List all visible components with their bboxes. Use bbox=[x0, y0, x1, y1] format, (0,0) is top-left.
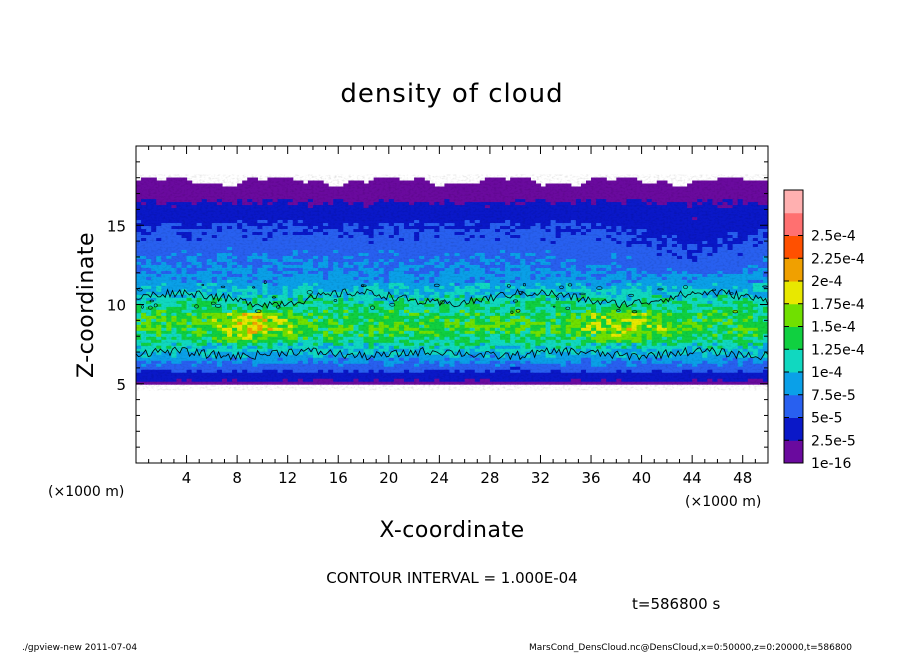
colorbar-swatch bbox=[784, 372, 803, 395]
y-tick-label: 5 bbox=[116, 376, 126, 394]
x-tick-label: 28 bbox=[480, 469, 499, 487]
y-tick-label: 15 bbox=[107, 217, 126, 235]
x-tick-label: 24 bbox=[430, 469, 449, 487]
colorbar-tick-label: 1.75e-4 bbox=[811, 297, 865, 313]
colorbar-swatch bbox=[784, 395, 803, 418]
colorbar-swatch bbox=[784, 281, 803, 304]
x-tick-label: 12 bbox=[278, 469, 297, 487]
x-axis-unit: (×1000 m) bbox=[685, 494, 761, 510]
colorbar-swatch bbox=[784, 418, 803, 441]
x-tick-label: 20 bbox=[379, 469, 398, 487]
y-axis-unit: (×1000 m) bbox=[48, 484, 124, 500]
chart-title: density of cloud bbox=[340, 79, 563, 109]
colorbar-tick-label: 1e-16 bbox=[811, 456, 851, 472]
x-tick-label: 44 bbox=[683, 469, 702, 487]
colorbar-swatch bbox=[784, 258, 803, 281]
x-tick-label: 8 bbox=[232, 469, 242, 487]
colorbar-swatch bbox=[784, 304, 803, 327]
colorbar-tick-label: 5e-5 bbox=[811, 411, 842, 427]
y-tick-label: 10 bbox=[107, 297, 126, 315]
colorbar-tick-label: 1e-4 bbox=[811, 365, 843, 381]
x-tick-label: 40 bbox=[632, 469, 651, 487]
x-tick-label: 4 bbox=[182, 469, 192, 487]
colorbar-tick-label: 7.5e-5 bbox=[811, 388, 856, 404]
colorbar-swatch bbox=[784, 349, 803, 372]
time-stamp: t=586800 s bbox=[632, 595, 720, 613]
y-axis-label: Z-coordinate bbox=[74, 232, 99, 378]
colorbar-tick-label: 2.5e-5 bbox=[811, 433, 856, 449]
x-tick-label: 16 bbox=[329, 469, 348, 487]
footer-left: ./gpview-new 2011-07-04 bbox=[22, 643, 137, 653]
x-tick-label: 36 bbox=[581, 469, 600, 487]
colorbar-tick-label: 2e-4 bbox=[811, 274, 843, 290]
colorbar-swatch bbox=[784, 327, 803, 350]
colorbar-tick-label: 2.25e-4 bbox=[811, 251, 865, 267]
density-field bbox=[136, 175, 769, 391]
colorbar-tick-label: 1.5e-4 bbox=[811, 320, 856, 336]
x-tick-label: 32 bbox=[531, 469, 550, 487]
colorbar: 1e-16 2.5e-5 5e-5 7.5e-5 1e-4 1.25e-4 1.5e-4 1.… bbox=[784, 190, 865, 472]
colorbar-swatch bbox=[784, 440, 803, 463]
footer-right: MarsCond_DensCloud.nc@DensCloud,x=0:5000… bbox=[529, 643, 852, 653]
colorbar-tick-label: 1.25e-4 bbox=[811, 342, 865, 358]
colorbar-tick-label: 2.5e-4 bbox=[811, 229, 856, 245]
contour-interval: CONTOUR INTERVAL = 1.000E-04 bbox=[326, 569, 577, 587]
colorbar-swatch bbox=[784, 236, 803, 259]
colorbar-swatch bbox=[784, 190, 803, 213]
x-axis-label: X-coordinate bbox=[379, 518, 524, 543]
colorbar-swatch bbox=[784, 213, 803, 236]
x-tick-label: 48 bbox=[733, 469, 752, 487]
